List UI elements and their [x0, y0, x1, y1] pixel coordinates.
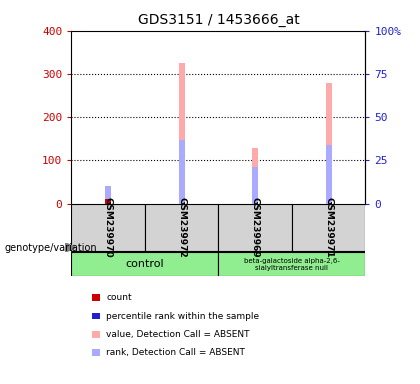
- Bar: [252, 167, 258, 204]
- Text: GSM239970: GSM239970: [104, 197, 113, 258]
- Bar: [71, 252, 218, 276]
- Bar: [105, 199, 111, 204]
- Polygon shape: [65, 243, 76, 252]
- Bar: [145, 204, 218, 251]
- Bar: [326, 83, 332, 204]
- Text: percentile rank within the sample: percentile rank within the sample: [106, 311, 260, 321]
- Text: rank, Detection Call = ABSENT: rank, Detection Call = ABSENT: [106, 348, 245, 358]
- Text: count: count: [106, 293, 132, 302]
- Bar: [326, 145, 332, 204]
- Text: GSM239972: GSM239972: [177, 197, 186, 258]
- Text: GSM239969: GSM239969: [251, 197, 260, 258]
- Text: beta-galactoside alpha-2,6-
sialyltransferase null: beta-galactoside alpha-2,6- sialyltransf…: [244, 258, 340, 271]
- Bar: [218, 204, 292, 251]
- Bar: [105, 186, 111, 204]
- Bar: [179, 140, 185, 204]
- Text: control: control: [126, 260, 164, 270]
- Text: GSM239971: GSM239971: [324, 197, 333, 258]
- Bar: [252, 148, 258, 204]
- Bar: [71, 204, 145, 251]
- Bar: [292, 204, 365, 251]
- Text: value, Detection Call = ABSENT: value, Detection Call = ABSENT: [106, 330, 250, 339]
- Bar: [105, 190, 111, 204]
- Bar: [218, 252, 365, 276]
- Bar: [179, 63, 185, 204]
- Text: genotype/variation: genotype/variation: [4, 243, 97, 253]
- Title: GDS3151 / 1453666_at: GDS3151 / 1453666_at: [137, 13, 299, 27]
